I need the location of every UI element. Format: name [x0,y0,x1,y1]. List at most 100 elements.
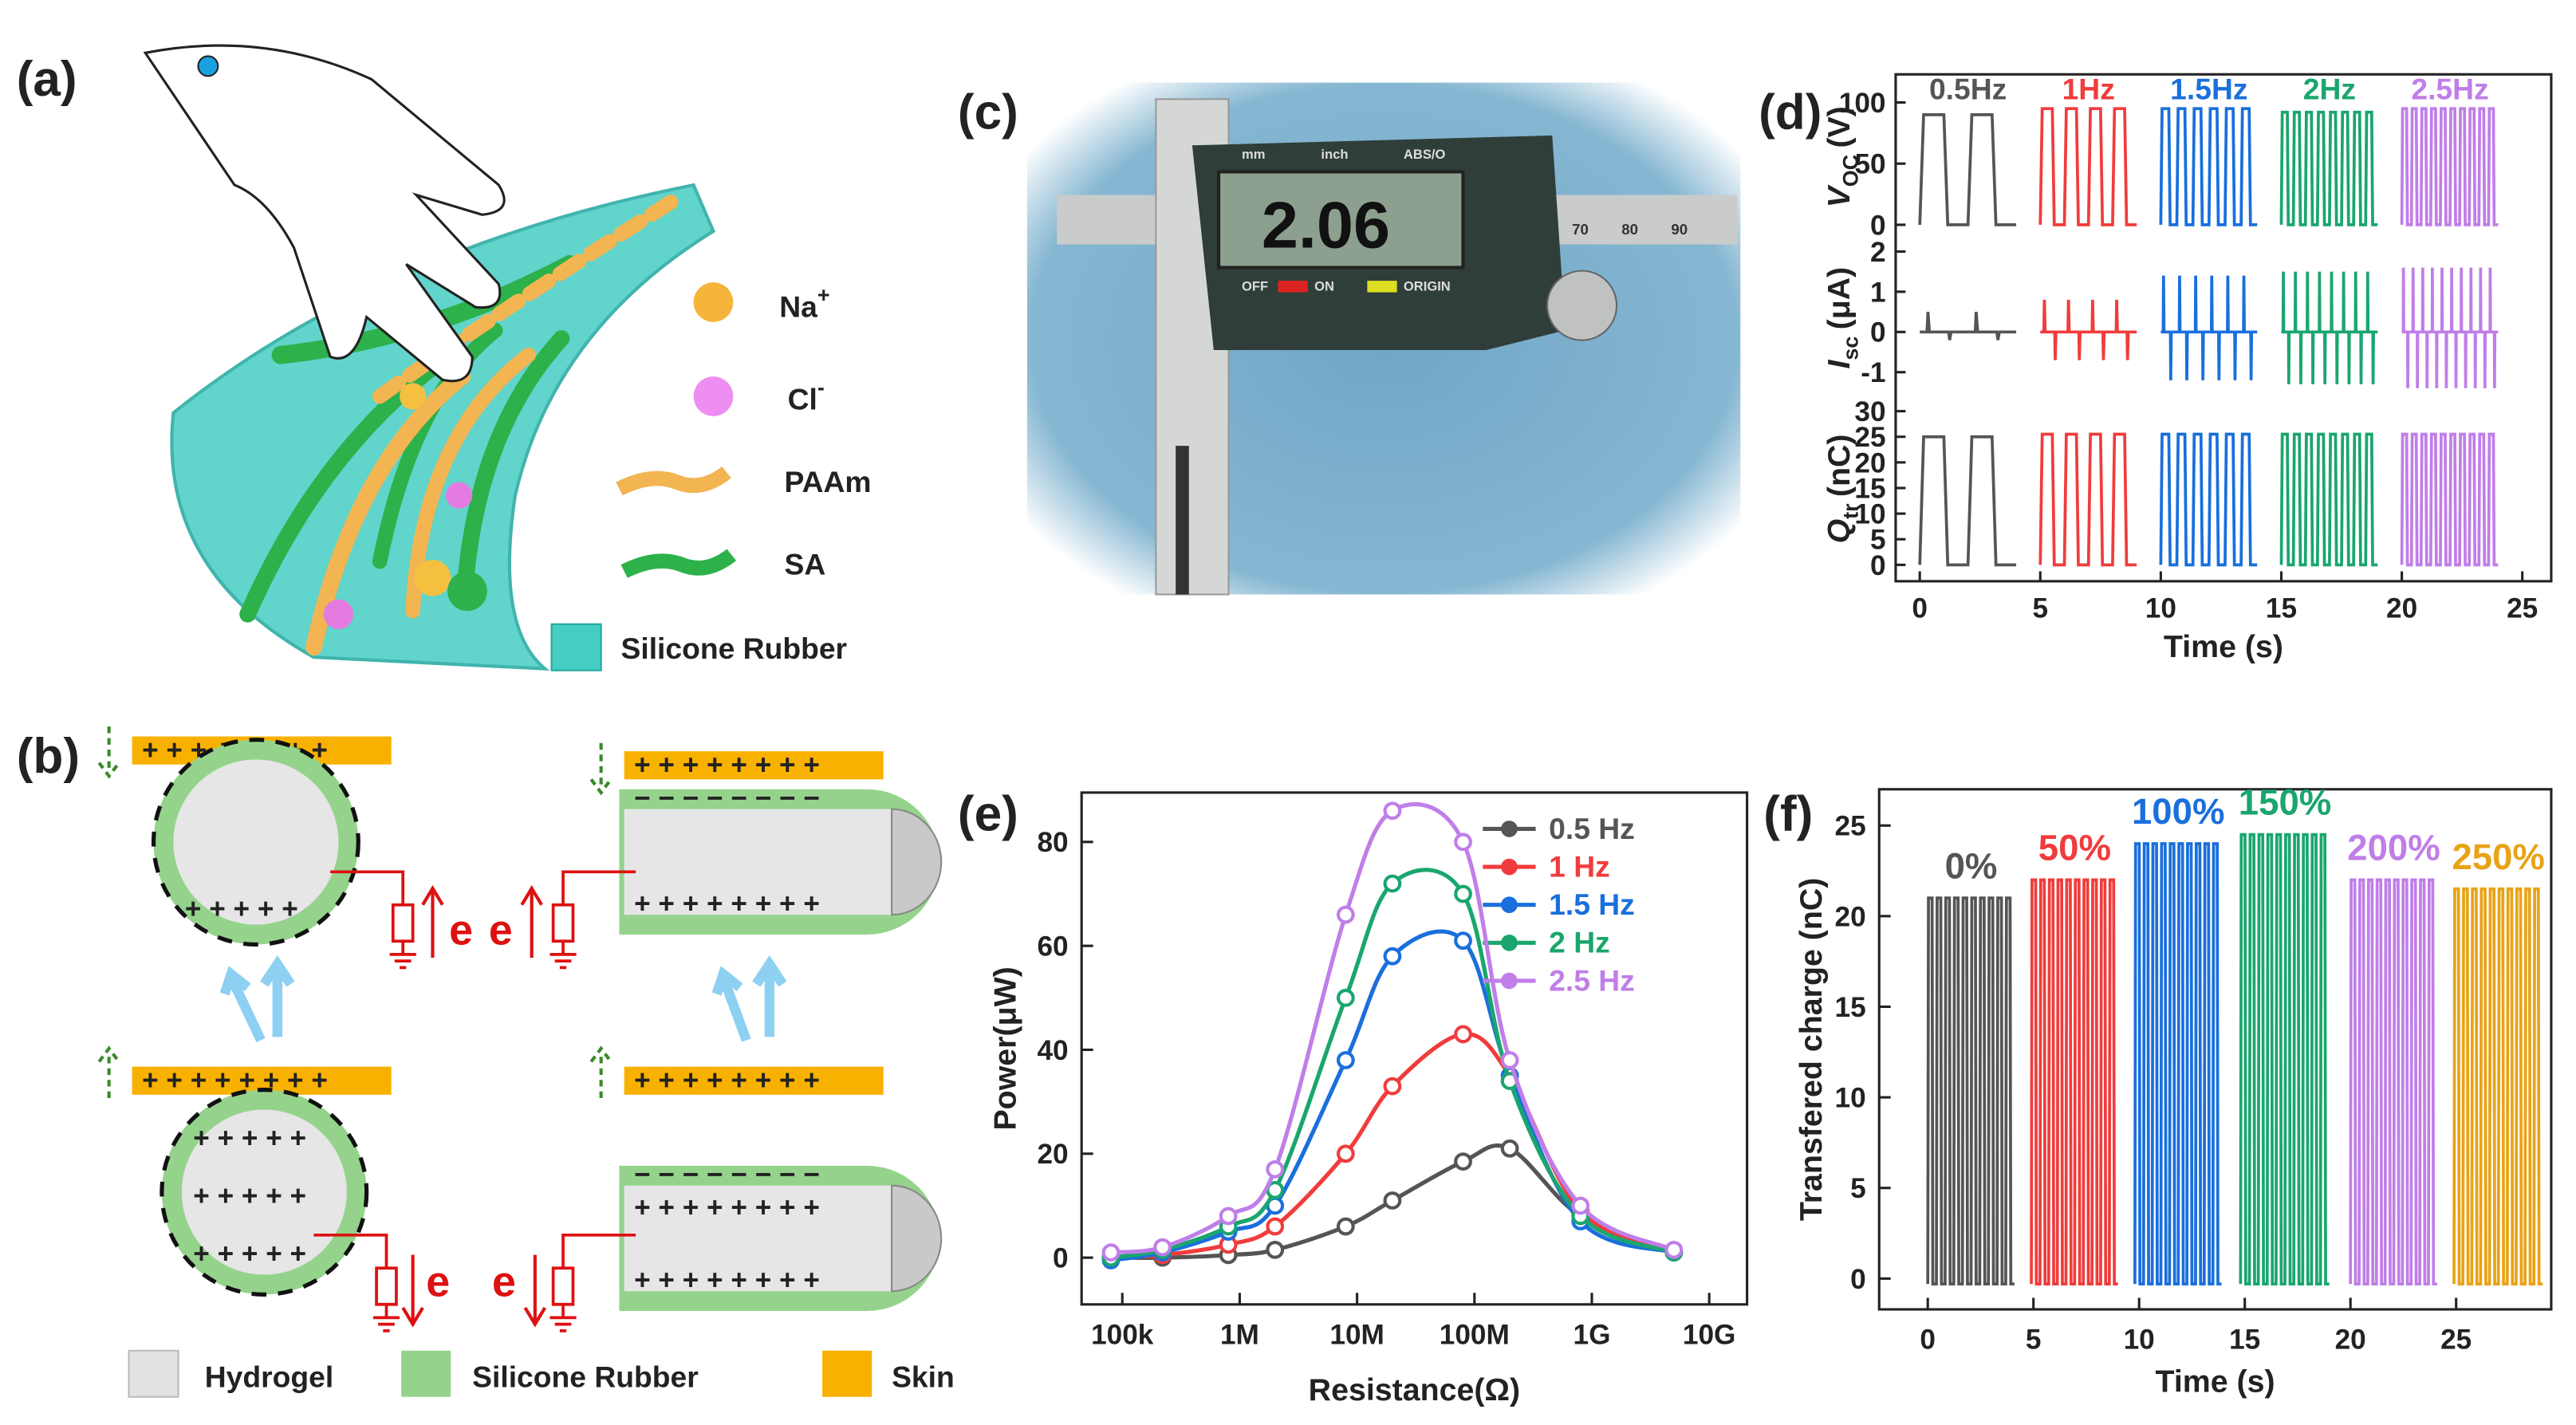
x-tick-label: 1G [1574,1319,1611,1350]
reading: 2.06 [1262,188,1390,262]
circuit [330,870,416,970]
y-tick-label: 0 [1870,550,1886,581]
panel-label: (d) [1759,85,1822,140]
legend-marker [1501,821,1518,837]
display [1216,170,1465,270]
panel-b: (b) + + + + + + + + + + + + + + + + + + … [17,726,955,1398]
y-tick-label: 25 [1854,422,1885,453]
point [1664,1240,1684,1259]
caliper-text: OFF [1242,278,1268,293]
y-tick-label: 5 [1850,1173,1866,1204]
charge-row: + + + + + + + + [634,888,820,919]
signal [2279,110,2378,226]
legend-marker [1501,934,1518,951]
legend-marker [1501,858,1518,876]
point [1336,988,1355,1007]
y-axis-title: Isc (μA) [1822,267,1862,369]
x-tick-label: 0 [1920,1325,1936,1356]
cl-ion [323,599,354,629]
point [1153,1238,1172,1257]
y-tick-label: 20 [1835,901,1866,932]
legend-text: 2.5 Hz [1549,963,1635,997]
point [1383,801,1402,821]
series-label: 100% [2132,791,2225,832]
series-label: 2Hz [2303,72,2356,105]
axis-unit: (μA) [1822,267,1857,330]
point [1500,1051,1519,1069]
point [1383,1191,1402,1210]
x-axis-title: Time (s) [2156,1364,2275,1399]
legend-text: PAAm [784,465,871,498]
caliper-text: ABS/O [1404,147,1446,162]
x-tick-label: 15 [2229,1325,2260,1356]
caliper-text: mm [1242,147,1265,162]
panel-label: (f) [1763,787,1813,842]
caliper-text: ORIGIN [1404,278,1451,293]
series-label: 1.5Hz [2170,72,2247,105]
y-tick-label: 0 [1850,1264,1866,1295]
y-axis-title: Power(μW) [987,966,1022,1130]
point [1336,1144,1355,1163]
y-tick-label: 2 [1870,237,1886,268]
y-tick-label: 30 [1854,396,1885,427]
x-tick-label: 100k [1091,1319,1154,1350]
caliper-text: ON [1314,278,1334,293]
legend-text: Skin [892,1360,955,1393]
x-axis-title: Time (s) [2164,629,2283,664]
point [1266,1159,1285,1179]
electron-label: e [426,1258,450,1305]
plot-frame [1877,788,2553,1311]
charge-row: + + + + + + + + [634,750,820,781]
y-tick-label: 25 [1835,811,1866,842]
x-tick-label: 5 [2032,592,2048,624]
legend-text: 1 Hz [1549,850,1610,884]
cycle-arrow [219,955,295,1043]
cl-legend [693,376,734,416]
point [1500,1139,1519,1158]
signal [2038,107,2137,226]
series-label: 150% [2239,782,2332,823]
current-arrow [523,1254,547,1328]
x-tick-label: 10M [1329,1319,1384,1350]
x-axis-title: Resistance(Ω) [1309,1372,1520,1407]
point [1383,1077,1402,1096]
charge-row: − − − − − − − − [634,783,820,814]
legend-text: Cl- [788,376,825,416]
signal [2401,267,2499,388]
tube-cap [891,1184,943,1293]
wrist-dot [197,55,219,77]
x-tick-label: 5 [2026,1325,2042,1356]
point [1571,1196,1590,1215]
circuit [549,1233,636,1332]
charge-row: + + + + + [193,1181,306,1212]
charge-row: − − − − − − − − [634,1159,820,1191]
ion [447,571,487,612]
legend-text: SA [784,548,825,581]
signal [2452,887,2543,1286]
y-axis-title: Transfered charge (nC) [1794,878,1829,1222]
charge-row: + + + + + + + + [142,1065,328,1096]
signal [1918,112,2017,226]
y-tick-label: 40 [1037,1035,1068,1066]
panel-label: (e) [958,787,1018,842]
x-tick-label: 10 [2145,592,2176,624]
signal [2349,878,2437,1286]
axis-unit: (nC) [1822,434,1857,497]
circuit [313,1233,400,1332]
legend-swatch [822,1350,872,1397]
electron-label: e [489,906,513,954]
hydrogel [624,809,892,915]
y-tick-label: 15 [1854,473,1885,504]
point [1266,1240,1285,1259]
y-tick-label: 100 [1839,88,1886,119]
point [1101,1243,1121,1262]
ion-name: Na [779,290,817,324]
cycle-arrow [711,955,787,1042]
legend-marker [1501,896,1518,914]
current-arrow [421,884,444,958]
paam-fiber [372,191,685,404]
charge-row: + + + + + [193,1238,306,1270]
x-tick-label: 25 [2440,1325,2472,1356]
series-label: 0% [1945,845,1998,886]
point [1454,1025,1472,1044]
